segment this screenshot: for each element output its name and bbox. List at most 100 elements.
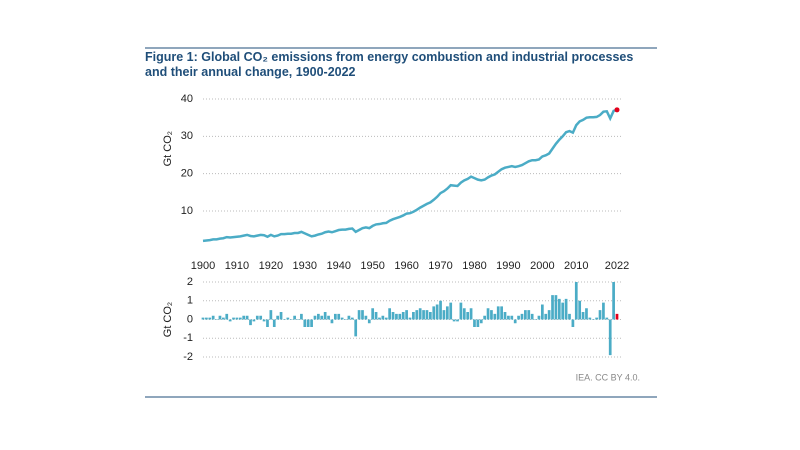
y-axis-label: Gt CO₂: [162, 302, 174, 337]
y-tick-label: 0: [187, 313, 193, 325]
x-tick-label: 1990: [496, 260, 520, 272]
bar: [588, 317, 592, 320]
bar: [374, 312, 378, 320]
bar: [449, 302, 453, 320]
bar: [547, 310, 551, 320]
bar: [551, 295, 554, 320]
bar: [466, 312, 470, 320]
bar: [578, 300, 582, 320]
bar: [473, 319, 476, 327]
bar: [255, 315, 259, 320]
bar: [323, 312, 327, 320]
bar: [269, 310, 273, 320]
bar: [564, 298, 568, 320]
bar: [303, 319, 307, 327]
bar: [452, 319, 456, 322]
bar: [225, 313, 229, 320]
bar: [340, 317, 344, 320]
bar: [320, 315, 324, 320]
bar: [483, 315, 487, 320]
bar: [272, 319, 276, 327]
bar: [283, 319, 286, 320]
y-tick-label: 20: [181, 168, 193, 180]
bar: [310, 319, 313, 327]
bar: [568, 313, 571, 320]
bar: [235, 317, 239, 320]
bar: [469, 308, 473, 320]
bar: [557, 298, 561, 320]
bar: [537, 315, 541, 320]
x-tick-label: 1940: [326, 260, 350, 272]
bar: [330, 319, 334, 324]
bar: [408, 317, 412, 320]
bar: [293, 315, 296, 320]
bar: [510, 315, 514, 320]
bar: [581, 312, 585, 320]
bar: [232, 317, 235, 320]
bar: [238, 317, 242, 320]
bar: [507, 315, 510, 320]
bar: [391, 312, 395, 320]
y-tick-label: 2: [187, 276, 193, 288]
line: [202, 108, 618, 243]
bar: [317, 313, 320, 320]
y-tick-label: 10: [181, 205, 193, 217]
y-tick-label: 1: [187, 295, 193, 307]
bar: [520, 313, 524, 320]
bar: [456, 319, 459, 322]
bar: [327, 315, 330, 320]
bar: [276, 315, 280, 320]
bar: [462, 308, 466, 320]
title-box: Figure 1: Global CO₂ emissions from ener…: [145, 50, 633, 79]
bar: [415, 310, 419, 320]
x-tick-label: 1910: [225, 260, 249, 272]
bar: [398, 313, 402, 320]
x-tick-label: 2010: [564, 260, 588, 272]
bar: [306, 319, 310, 327]
bar: [476, 319, 480, 327]
bar: [228, 319, 232, 322]
bar: [262, 319, 266, 322]
bar: [530, 313, 534, 320]
bar: [554, 295, 558, 320]
bar: [395, 313, 398, 320]
bar: [364, 315, 368, 320]
y-tick-label: 30: [181, 130, 193, 142]
x-tick-label: 2022: [605, 260, 629, 272]
bar: [337, 313, 341, 320]
x-tick-label: 1960: [394, 260, 418, 272]
bar: [279, 312, 283, 320]
y-tick-label: -2: [183, 351, 193, 363]
bar: [266, 319, 269, 327]
bar: [296, 319, 300, 320]
bar: [561, 302, 565, 320]
bar: [344, 319, 347, 320]
bar: [405, 310, 408, 320]
bar: [249, 319, 252, 326]
bar: [574, 282, 578, 320]
bar: [493, 313, 497, 320]
bar: [595, 317, 598, 320]
bar: [605, 317, 609, 320]
bar: [357, 310, 361, 320]
bar: [418, 308, 422, 320]
bar: [585, 308, 588, 320]
bar: [222, 317, 225, 320]
bar: [591, 319, 595, 320]
source: IEA. CC BY 4.0.: [576, 372, 640, 382]
highlight-point: [614, 107, 620, 113]
bar: [347, 315, 351, 320]
y-tick-label: -1: [183, 332, 193, 344]
bar: [445, 306, 449, 320]
bar: [286, 317, 290, 320]
bar: [313, 315, 317, 320]
bar: [540, 304, 544, 320]
bar: [608, 319, 612, 356]
bar: [333, 313, 337, 320]
x-tick-label: 1950: [360, 260, 384, 272]
bar: [354, 319, 358, 337]
bar: [513, 319, 517, 324]
bar: [300, 313, 303, 320]
bar: [429, 312, 432, 320]
